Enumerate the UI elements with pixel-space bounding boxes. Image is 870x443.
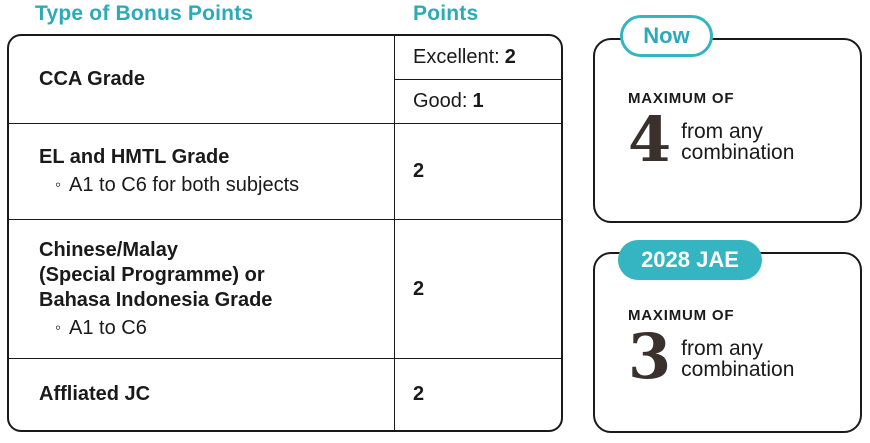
row-title-line3: Bahasa Indonesia Grade [39, 288, 273, 311]
cca-grade-cell: CCA Grade [9, 36, 395, 123]
chinese-malay-cell: Chinese/Malay (Special Programme) or Bah… [9, 220, 395, 358]
points-subcell-excellent: Excellent: 2 [395, 36, 561, 79]
maximum-of-label: MAXIMUM OF [628, 307, 735, 324]
column-header-type: Type of Bonus Points [35, 2, 254, 25]
points-value: 2 [413, 160, 425, 182]
bonus-points-table: CCA Grade Excellent: 2 Good: 1 EL and HM… [7, 34, 563, 432]
bullet-text: A1 to C6 for both subjects [69, 174, 300, 196]
jae-2028-card: MAXIMUM OF 3 from any combination [593, 252, 862, 433]
table-row-el-hmtl: EL and HMTL Grade ◦ A1 to C6 for both sub… [9, 123, 561, 219]
column-header-points: Points [413, 2, 479, 25]
now-card-body: MAXIMUM OF 4 from any combination [595, 40, 860, 171]
affiliated-jc-cell: Affliated JC [9, 359, 395, 430]
max-points-number: 4 [628, 103, 672, 176]
cca-points-cell: Excellent: 2 Good: 1 [395, 36, 561, 123]
row-title: Affliated JC [39, 383, 151, 405]
points-value: 2 [504, 46, 516, 68]
el-hmtl-cell: EL and HMTL Grade ◦ A1 to C6 for both sub… [9, 124, 395, 219]
bullet-line: ◦ A1 to C6 for both subjects [39, 173, 382, 198]
points-subcell-good: Good: 1 [395, 79, 561, 123]
jae-card-body: MAXIMUM OF 3 from any combination [595, 254, 860, 388]
caption-line1: from any [681, 337, 763, 360]
circle-bullet-icon: ◦ [55, 175, 62, 194]
row-title-line1: Chinese/Malay [39, 238, 178, 261]
max-caption: from any combination [681, 121, 794, 163]
bullet-text: A1 to C6 [69, 316, 147, 339]
points-label: Excellent: [413, 46, 500, 68]
table-row-cca: CCA Grade Excellent: 2 Good: 1 [9, 36, 561, 123]
points-value: 1 [472, 90, 484, 112]
max-points-number: 3 [628, 320, 672, 393]
max-row: 4 from any combination [628, 109, 840, 171]
circle-bullet-icon: ◦ [55, 317, 62, 337]
maximum-of-label: MAXIMUM OF [628, 90, 735, 107]
points-value: 2 [413, 277, 425, 300]
now-badge: Now [620, 15, 713, 57]
caption-line1: from any [681, 120, 763, 143]
caption-line2: combination [681, 141, 795, 164]
caption-line2: combination [681, 358, 795, 381]
row-title-line2: (Special Programme) or [39, 263, 265, 286]
max-row: 3 from any combination [628, 326, 840, 388]
now-card: MAXIMUM OF 4 from any combination [593, 38, 862, 223]
el-hmtl-points-cell: 2 [395, 124, 561, 219]
affiliated-jc-points-cell: 2 [395, 359, 561, 430]
points-label: Good: [413, 90, 468, 112]
points-value: 2 [413, 383, 425, 405]
jae-2028-badge: 2028 JAE [618, 240, 762, 280]
max-caption: from any combination [681, 338, 794, 380]
chinese-malay-points-cell: 2 [395, 220, 561, 358]
row-title: EL and HMTL Grade [39, 146, 230, 168]
table-row-affiliated-jc: Affliated JC 2 [9, 358, 561, 430]
table-row-chinese-malay: Chinese/Malay (Special Programme) or Bah… [9, 219, 561, 358]
bullet-line: ◦ A1 to C6 [39, 316, 382, 341]
row-title: CCA Grade [39, 68, 145, 90]
